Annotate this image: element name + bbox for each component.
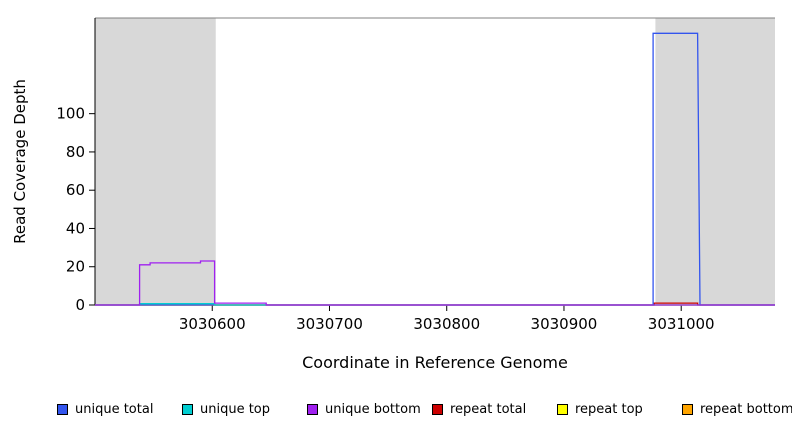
legend-label: unique top — [200, 401, 271, 417]
x-tick-label: 3030800 — [413, 315, 480, 333]
y-tick-label: 0 — [75, 296, 85, 314]
y-tick-label: 80 — [66, 143, 85, 161]
legend-label: unique total — [75, 401, 154, 417]
chart-legend: unique total unique top unique bottom repea… — [0, 392, 792, 426]
legend-item-unique-bottom: unique bottom — [307, 402, 432, 417]
legend-label: repeat total — [450, 401, 527, 417]
legend-swatch-repeat-total — [432, 403, 443, 415]
masked-region-band — [95, 18, 216, 305]
legend-swatch-unique-bottom — [307, 403, 318, 415]
masked-region-band — [655, 18, 775, 305]
y-tick-label: 20 — [66, 258, 85, 276]
series-line-unique-bottom — [95, 260, 775, 306]
x-tick-label: 3031000 — [648, 315, 715, 333]
x-axis-title: Coordinate in Reference Genome — [302, 353, 568, 372]
x-tick-label: 3030600 — [179, 315, 246, 333]
legend-item-repeat-bottom: repeat bottom — [682, 402, 792, 417]
x-tick-label: 3030900 — [531, 315, 598, 333]
legend-item-repeat-top: repeat top — [557, 402, 682, 417]
legend-label: repeat top — [575, 401, 643, 417]
legend-label: repeat bottom — [700, 401, 792, 417]
legend-label: unique bottom — [325, 401, 421, 417]
y-tick-label: 60 — [66, 181, 85, 199]
legend-item-repeat-total: repeat total — [432, 402, 557, 417]
y-tick-label: 100 — [56, 105, 85, 123]
legend-swatch-repeat-top — [557, 403, 568, 415]
y-tick-label: 40 — [66, 219, 85, 237]
legend-swatch-repeat-bottom — [682, 403, 693, 415]
legend-swatch-unique-top — [182, 403, 193, 415]
legend-item-unique-top: unique top — [182, 402, 307, 417]
legend-swatch-unique-total — [57, 403, 68, 415]
y-axis-title: Read Coverage Depth — [11, 79, 29, 244]
x-tick-label: 3030700 — [296, 315, 363, 333]
coverage-chart: 0 20 40 60 80 100 3030600 3030700 3030800 3030900… — [11, 17, 775, 372]
legend-item-unique-total: unique total — [57, 402, 182, 417]
